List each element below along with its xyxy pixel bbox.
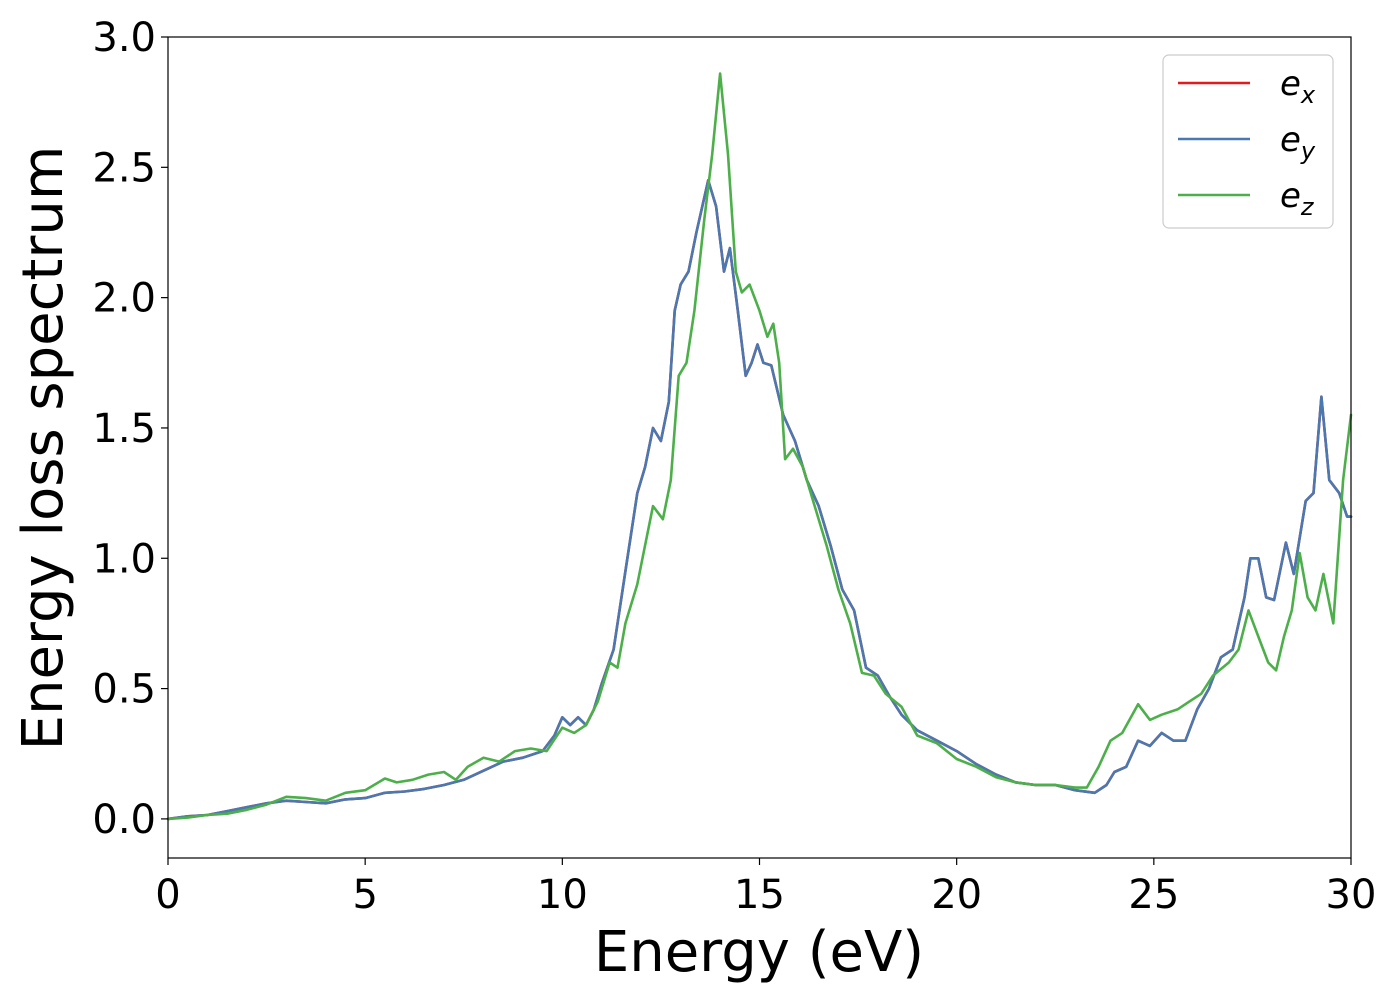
x-tick-label: 5	[352, 872, 377, 918]
y-tick-label: 2.0	[92, 276, 156, 322]
y-tick-label: 1.0	[92, 536, 156, 582]
y-tick-label: 0.5	[92, 667, 156, 713]
y-axis-title: Energy loss spectrum	[11, 146, 76, 751]
x-tick-label: 0	[155, 872, 180, 918]
x-axis-ticks: 0 5 10 15 20 25 30	[155, 858, 1376, 918]
x-tick-label: 20	[931, 872, 982, 918]
x-tick-label: 10	[537, 872, 588, 918]
series-layer	[166, 72, 1353, 821]
y-tick-label: 1.5	[92, 406, 156, 452]
x-tick-label: 25	[1128, 872, 1179, 918]
legend-label-x: ex	[1280, 64, 1316, 109]
series-line-y	[166, 179, 1353, 821]
legend: ex ey ez	[1162, 54, 1334, 229]
legend-label-y: ey	[1280, 120, 1316, 165]
legend-label-z: ez	[1280, 176, 1315, 221]
series-line-z	[166, 72, 1353, 821]
x-axis-title: Energy (eV)	[594, 920, 924, 985]
y-tick-label: 2.5	[92, 145, 156, 191]
legend-box	[1162, 54, 1334, 229]
x-tick-label: 15	[734, 872, 785, 918]
plot-background	[168, 37, 1351, 858]
y-tick-label: 3.0	[92, 15, 156, 61]
y-axis-ticks: 0.0 0.5 1.0 1.5 2.0 2.5 3.0	[92, 15, 168, 843]
x-tick-label: 30	[1326, 872, 1377, 918]
y-tick-label: 0.0	[92, 797, 156, 843]
